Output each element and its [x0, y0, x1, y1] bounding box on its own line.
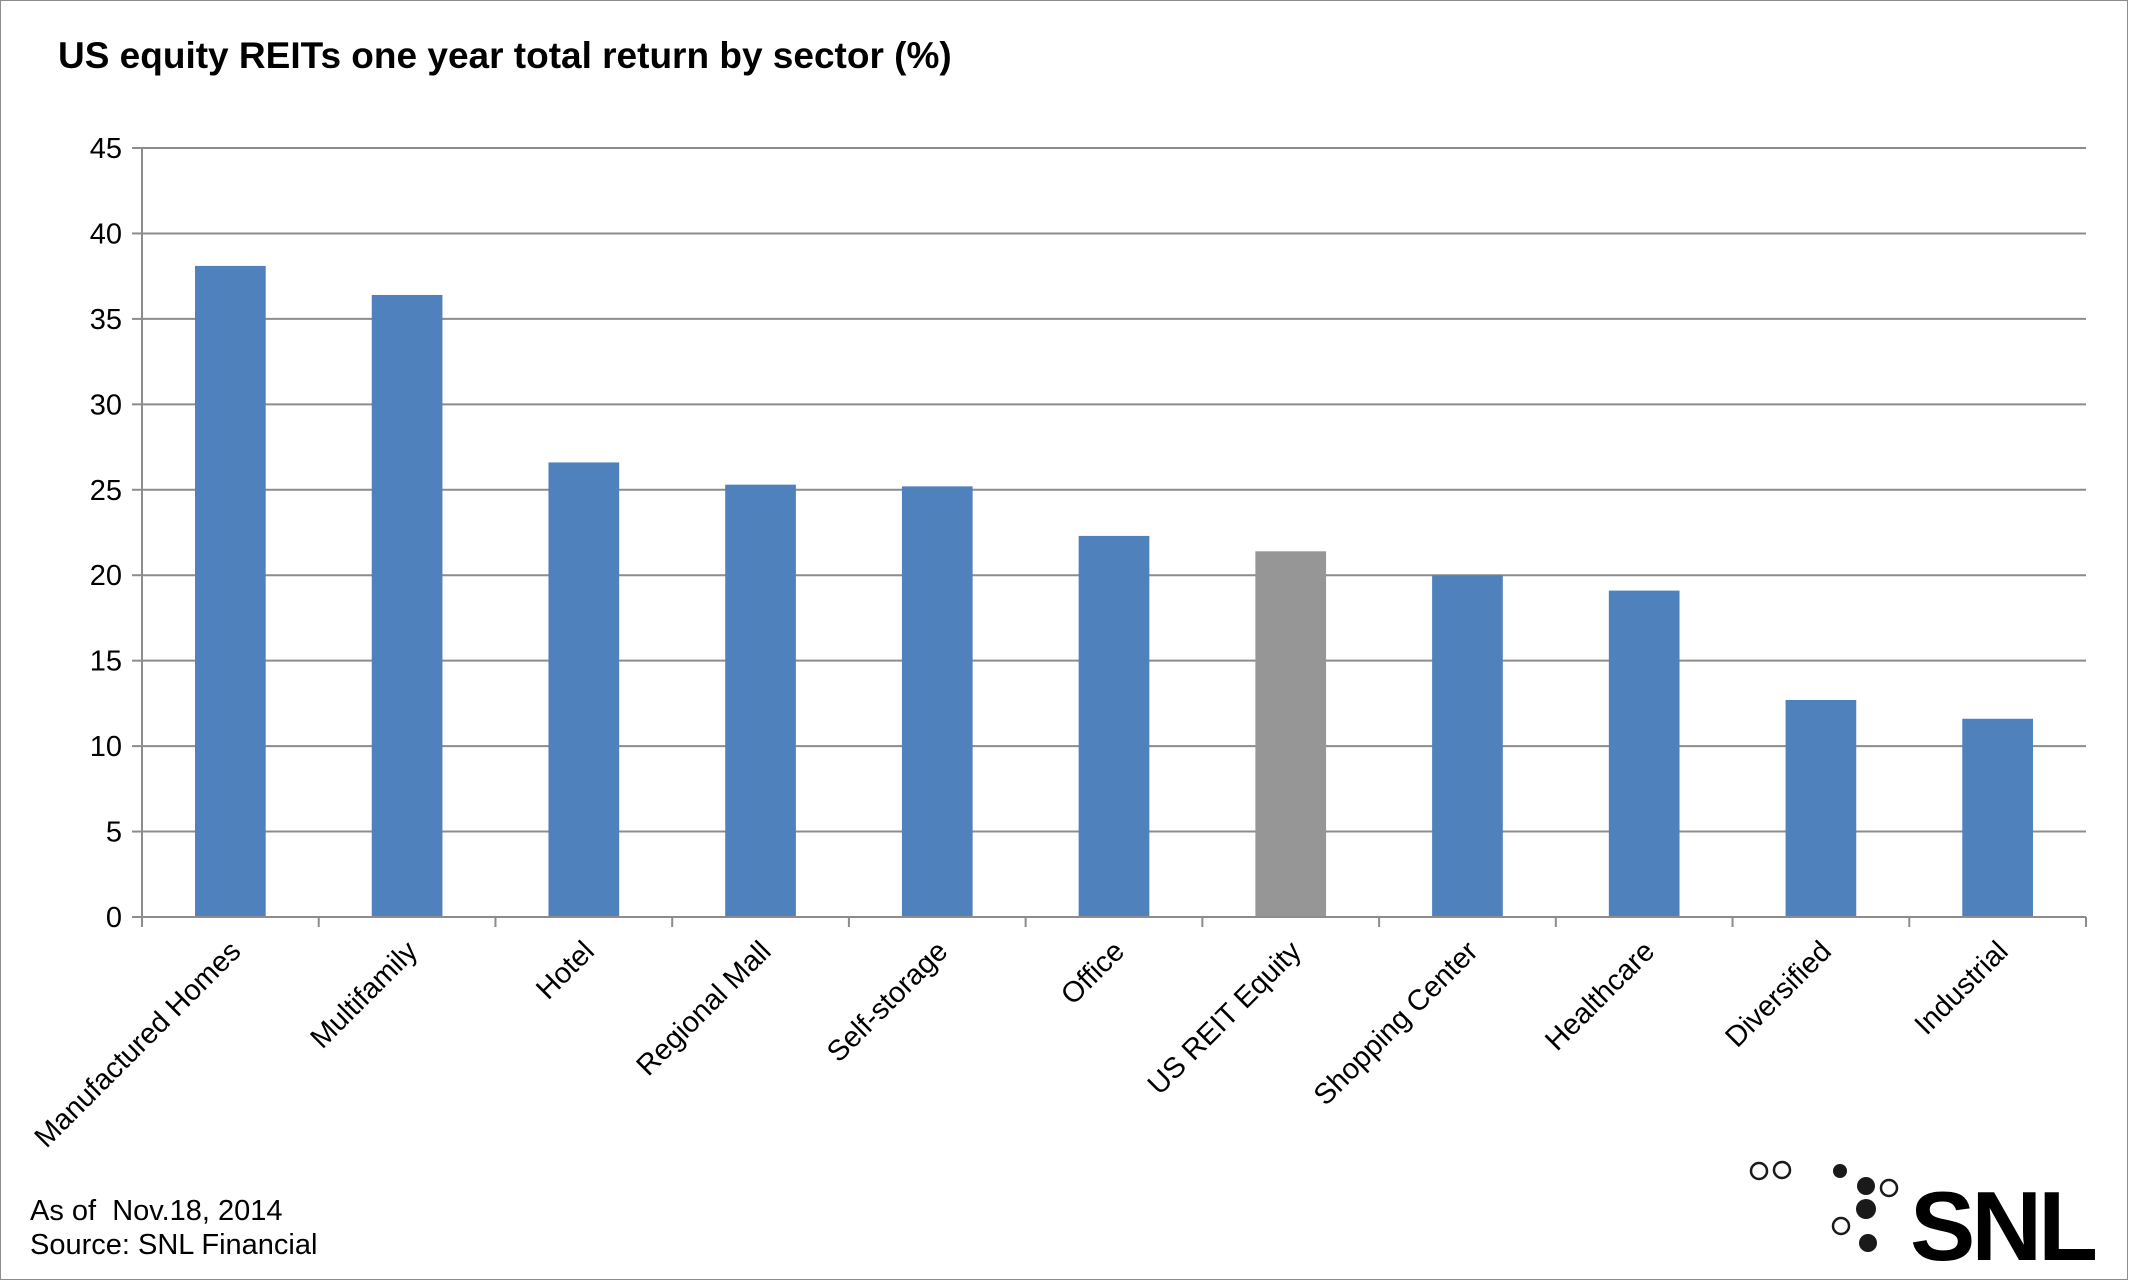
snl-logo-text: SNL — [1910, 1171, 2095, 1281]
y-tick-label: 15 — [90, 646, 122, 678]
bar — [901, 486, 973, 917]
y-tick-label: 0 — [106, 902, 122, 934]
y-tick-label: 40 — [90, 218, 122, 250]
x-tick-label: Self-storage — [821, 935, 954, 1068]
snl-dots-icon — [1749, 1160, 1899, 1252]
x-axis-labels: Manufactured Homes Multifamily Hotel Region… — [29, 935, 2015, 1154]
y-tick-label: 30 — [90, 389, 122, 421]
bar — [1962, 718, 2033, 917]
x-tick-label: Office — [1055, 935, 1131, 1011]
chart-title: US equity REITs one year total return by… — [58, 35, 952, 76]
bar — [725, 484, 796, 917]
bar — [1432, 575, 1503, 917]
bar — [195, 265, 266, 917]
x-tick-label: Hotel — [530, 935, 601, 1006]
bar — [1785, 699, 1857, 917]
y-tick-label: 5 — [106, 817, 122, 849]
bar — [1078, 535, 1150, 917]
axes — [132, 147, 2087, 927]
y-tick-label: 10 — [90, 731, 122, 763]
source-note: Source: SNL Financial — [30, 1229, 317, 1261]
x-tick-label: Multifamily — [305, 935, 425, 1055]
x-tick-label: Shopping Center — [1308, 935, 1485, 1112]
bar — [371, 294, 443, 917]
as-of-date: As of Nov.18, 2014 — [30, 1195, 283, 1227]
x-tick-label: Industrial — [1909, 935, 2015, 1041]
x-tick-label: Manufactured Homes — [29, 935, 248, 1154]
bar — [1608, 590, 1680, 917]
y-tick-label: 20 — [90, 560, 122, 592]
x-tick-label: US REIT Equity — [1142, 935, 1308, 1101]
snl-logo: SNL — [1749, 1160, 2099, 1281]
y-tick-label: 35 — [90, 304, 122, 336]
bar — [1255, 551, 1327, 917]
gridlines — [142, 147, 2086, 833]
x-tick-label: Regional Mall — [631, 935, 778, 1082]
bar — [548, 462, 620, 917]
bars — [195, 265, 2033, 917]
y-tick-label: 25 — [90, 475, 122, 507]
y-tick-label: 45 — [90, 133, 122, 165]
x-tick-label: Healthcare — [1539, 935, 1661, 1057]
y-axis-ticks: 0 5 10 15 20 25 30 35 40 45 — [90, 133, 122, 934]
x-tick-label: Diversified — [1720, 935, 1838, 1053]
